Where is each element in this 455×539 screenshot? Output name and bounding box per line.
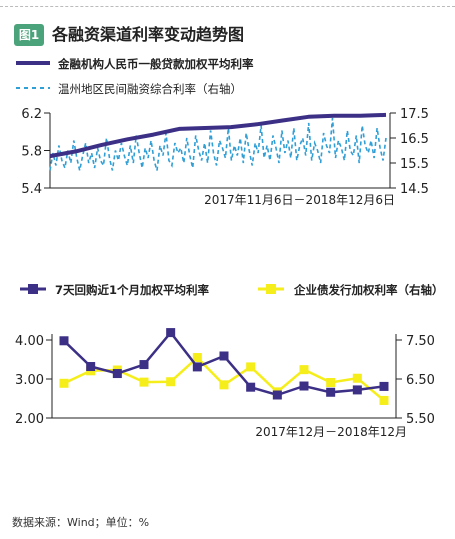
chart2-repo-point [246,382,256,392]
chart2-repo-point [272,390,282,400]
chart2-legend: 7天回购近1个月加权平均利率 企业债发行加权利率（右轴） [20,283,444,297]
chart1-left-tick-label: 5.8 [21,145,42,160]
chart2-bond-point [326,378,336,388]
legend-label-wenzhou-rate: 温州地区民间融资综合利率（右轴） [58,82,242,96]
chart2-left-tick-label: 3.00 [15,373,44,388]
chart2-bond-point [219,380,229,390]
chart2: 7天回购近1个月加权平均利率 企业债发行加权利率（右轴） 4.00 3.00 2.0… [15,283,443,439]
legend-label-bond-rate: 企业债发行加权利率（右轴） [293,283,444,297]
chart2-bond-point [246,362,256,372]
top-dashed-border [0,6,455,7]
chart1-left-tick-label: 5.4 [21,182,42,197]
chart1-right-tick-label: 16.5 [400,132,429,147]
chart2-plot-area [59,328,389,405]
chart1-series-loan-line [49,112,387,159]
legend-label-loan-rate: 金融机构人民币一般贷款加权平均利率 [57,57,254,71]
chart2-right-tick-label: 5.50 [406,412,435,427]
chart2-repo-point [326,387,336,397]
chart2-repo-point [219,351,229,361]
figure-title: 各融资渠道利率变动趋势图 [52,25,245,44]
chart2-repo-point [192,362,202,372]
chart2-bond-point [59,378,69,388]
figure-badge: 图1 [14,24,44,46]
chart2-axes: 4.00 3.00 2.00 7.50 6.50 5.50 [15,334,435,427]
chart2-right-tick-label: 6.50 [406,373,435,388]
chart2-repo-point [379,381,389,391]
chart2-bond-point [139,377,149,387]
chart2-bond-point [352,373,362,383]
legend-marker-repo-rate [28,284,38,294]
chart1-legend: 金融机构人民币一般贷款加权平均利率 温州地区民间融资综合利率（右轴） [16,57,254,96]
chart2-left-tick-label: 2.00 [15,412,44,427]
chart1-date-range: 2017年11月6日－2018年12月6日 [204,193,395,207]
chart2-right-tick-label: 7.50 [406,334,435,349]
chart1-right-tick-label: 15.5 [400,157,429,172]
chart2-bond-point [166,377,176,387]
legend-marker-bond-rate [266,284,276,294]
chart2-repo-point [112,369,122,379]
chart2-date-range: 2017年12月－2018年12月 [255,425,407,439]
chart2-repo-point [166,328,176,338]
chart2-repo-point [299,381,309,391]
chart2-repo-point [352,385,362,395]
chart2-left-tick-label: 4.00 [15,334,44,349]
chart2-repo-point [86,362,96,372]
chart1-right-tick-label: 14.5 [400,182,429,197]
chart2-bond-point [299,365,309,375]
data-source-note: 数据来源：Wind；单位：% [12,516,150,529]
chart2-bond-point [379,395,389,405]
chart2-series-bond-line [63,355,385,402]
chart2-repo-point [139,360,149,370]
legend-label-repo-rate: 7天回购近1个月加权平均利率 [55,283,210,297]
chart1-right-tick-label: 17.5 [400,107,429,122]
chart2-bond-point [192,353,202,363]
chart2-repo-point [59,336,69,346]
chart1-left-tick-label: 6.2 [21,107,42,122]
chart1: 金融机构人民币一般贷款加权平均利率 温州地区民间融资综合利率（右轴） 6.2 5.… [16,57,429,207]
chart1-plot-area [49,112,387,171]
chart1-axes: 6.2 5.8 5.4 17.5 16.5 15.5 14.5 [21,107,429,197]
